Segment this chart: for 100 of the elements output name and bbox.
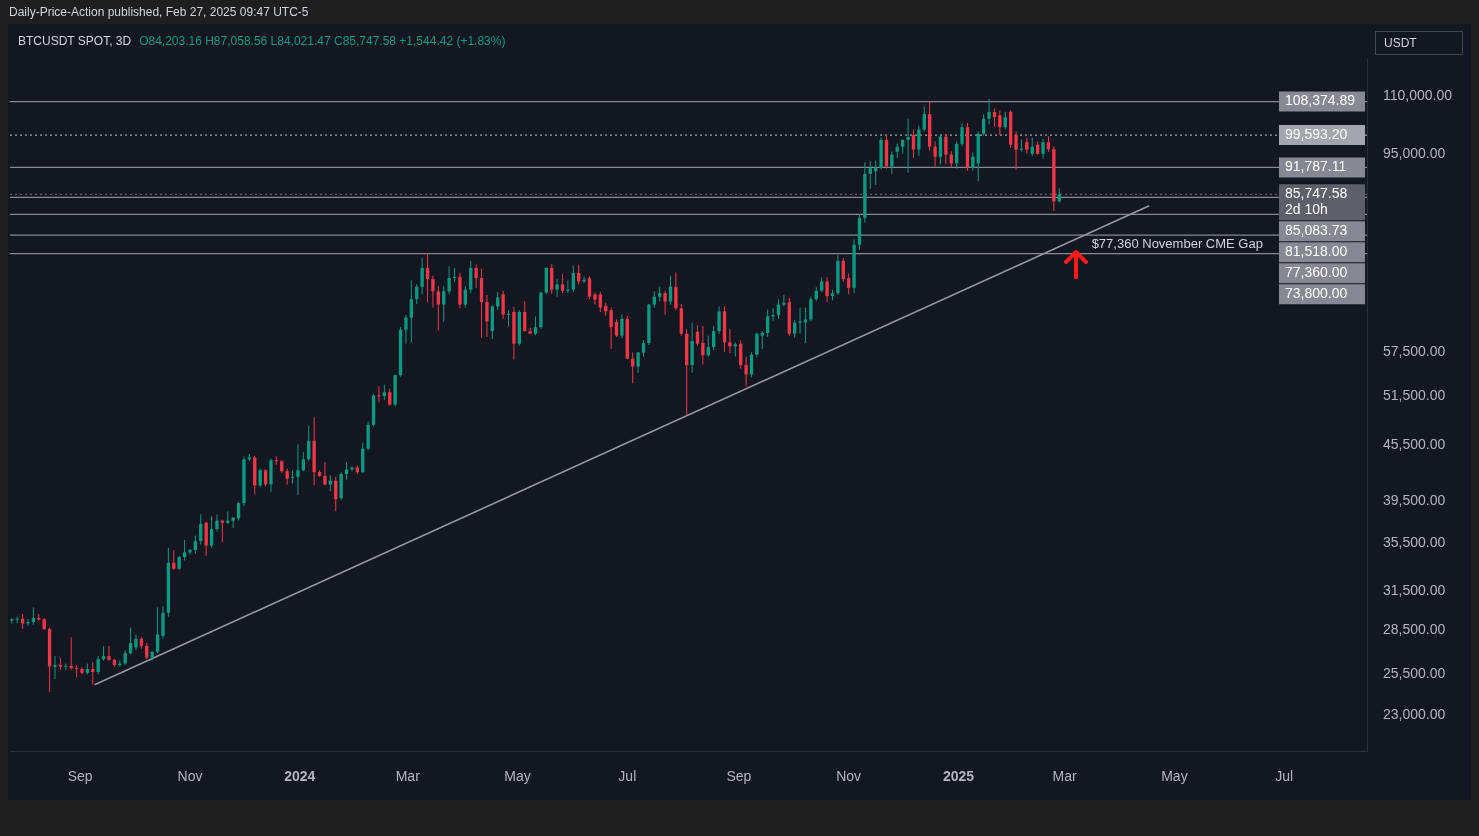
candlestick (1019, 138, 1024, 153)
candlestick (323, 461, 327, 486)
candlestick (803, 307, 808, 344)
ref-line-label: 91,787.11 (1285, 158, 1347, 175)
candlestick (258, 467, 262, 488)
candlestick (96, 655, 100, 675)
candlestick (550, 263, 554, 295)
y-tick-label: 57,500.00 (1383, 343, 1446, 360)
candlestick (998, 109, 1002, 136)
candlestick (971, 152, 975, 172)
candlestick (868, 160, 872, 190)
candlestick (1025, 137, 1029, 155)
x-tick-label: May (504, 768, 531, 785)
candlestick (760, 330, 764, 350)
candlestick (728, 328, 732, 354)
candlestick (188, 548, 192, 556)
candlestick (744, 356, 748, 387)
candlestick (555, 278, 559, 298)
x-tick-label: Sep (726, 768, 752, 785)
candlestick (917, 125, 921, 157)
candlestick (598, 291, 602, 313)
candlestick (366, 421, 370, 451)
candlestick (566, 279, 570, 294)
candlestick (442, 285, 446, 323)
candlestick (609, 307, 613, 350)
candlestick (560, 273, 565, 294)
x-tick-label: Jul (618, 768, 637, 785)
candlestick (53, 655, 57, 680)
candlestick (404, 314, 408, 345)
y-tick-label: 31,500.00 (1383, 581, 1446, 598)
candlestick (420, 257, 424, 295)
candlestick (701, 325, 705, 365)
candlestick (172, 549, 176, 571)
chart-title: BTCUSDT SPOT, 3D (18, 34, 132, 48)
x-tick-label: Nov (177, 768, 203, 785)
ref-line-label: 81,518.00 (1285, 243, 1348, 260)
x-tick-label: Mar (1052, 768, 1078, 785)
ref-line-label: 108,374.89 (1285, 92, 1356, 109)
candlestick (496, 291, 500, 311)
candlestick (593, 292, 597, 306)
candlestick (161, 605, 165, 640)
candlestick (91, 661, 95, 686)
candlestick (296, 443, 300, 496)
candlestick (890, 151, 894, 175)
chart-subtitle: O84,203.16 H87,058.56 L84,021.47 C85,747.58 +1,544.42 (+1.83%) (139, 34, 506, 48)
x-tick-label: 2024 (284, 768, 316, 785)
y-tick-label: 23,000.00 (1383, 706, 1446, 723)
candlestick (236, 501, 241, 522)
annotation: $77,360 November CME Gap (1091, 236, 1263, 252)
candlestick (620, 313, 624, 339)
candlestick (436, 285, 441, 331)
candlestick (668, 275, 673, 306)
y-tick-label: 25,500.00 (1383, 665, 1446, 682)
candlestick (485, 294, 489, 338)
ref-line-label: 99,593.20 (1285, 125, 1348, 142)
candlestick (674, 271, 678, 311)
candlestick (204, 521, 208, 557)
candlestick (1041, 138, 1045, 160)
candlestick (377, 385, 381, 403)
x-tick-label: May (1161, 768, 1188, 785)
x-tick-label: Jul (1275, 768, 1294, 785)
text: USDT (1375, 31, 1463, 55)
x-tick-label: Sep (67, 768, 93, 785)
y-tick-label: 95,000.00 (1383, 144, 1446, 161)
candlestick (474, 264, 478, 289)
candlestick (798, 307, 802, 335)
candlestick (944, 133, 948, 165)
candlestick (463, 285, 468, 309)
y-tick-label: 35,500.00 (1383, 534, 1446, 551)
y-tick-label: 51,500.00 (1383, 386, 1446, 403)
candlestick (766, 308, 770, 338)
candlestick (290, 469, 295, 484)
candlestick (782, 294, 786, 307)
candlestick (663, 290, 667, 315)
y-tick-label: 39,500.00 (1383, 491, 1446, 508)
candlestick (922, 106, 926, 132)
y-tick-label: 45,500.00 (1383, 436, 1446, 453)
candlestick (933, 140, 937, 167)
ref-line-label: 73,800.00 (1285, 285, 1348, 302)
x-tick-label: Nov (836, 768, 862, 785)
candlestick (533, 315, 538, 336)
candlestick (74, 664, 79, 678)
candlestick (906, 118, 910, 174)
candlestick (182, 539, 187, 561)
candlestick (571, 265, 575, 293)
candlestick (911, 129, 916, 159)
candlestick (469, 260, 473, 294)
candlestick (712, 325, 716, 351)
candlestick (501, 290, 505, 320)
candlestick (809, 296, 813, 322)
candlestick (587, 275, 592, 300)
candlestick (987, 98, 991, 125)
candlestick (1030, 137, 1034, 157)
candlestick (938, 134, 943, 165)
candlestick (447, 265, 451, 295)
candlestick (717, 305, 721, 335)
y-tick-label: 110,000.00 (1383, 86, 1453, 103)
y-tick-label: 28,500.00 (1383, 621, 1446, 638)
text: Daily-Price-Action published, Feb 27, 2025 09:47 UTC-5 (9, 5, 309, 19)
candlestick (506, 309, 511, 328)
